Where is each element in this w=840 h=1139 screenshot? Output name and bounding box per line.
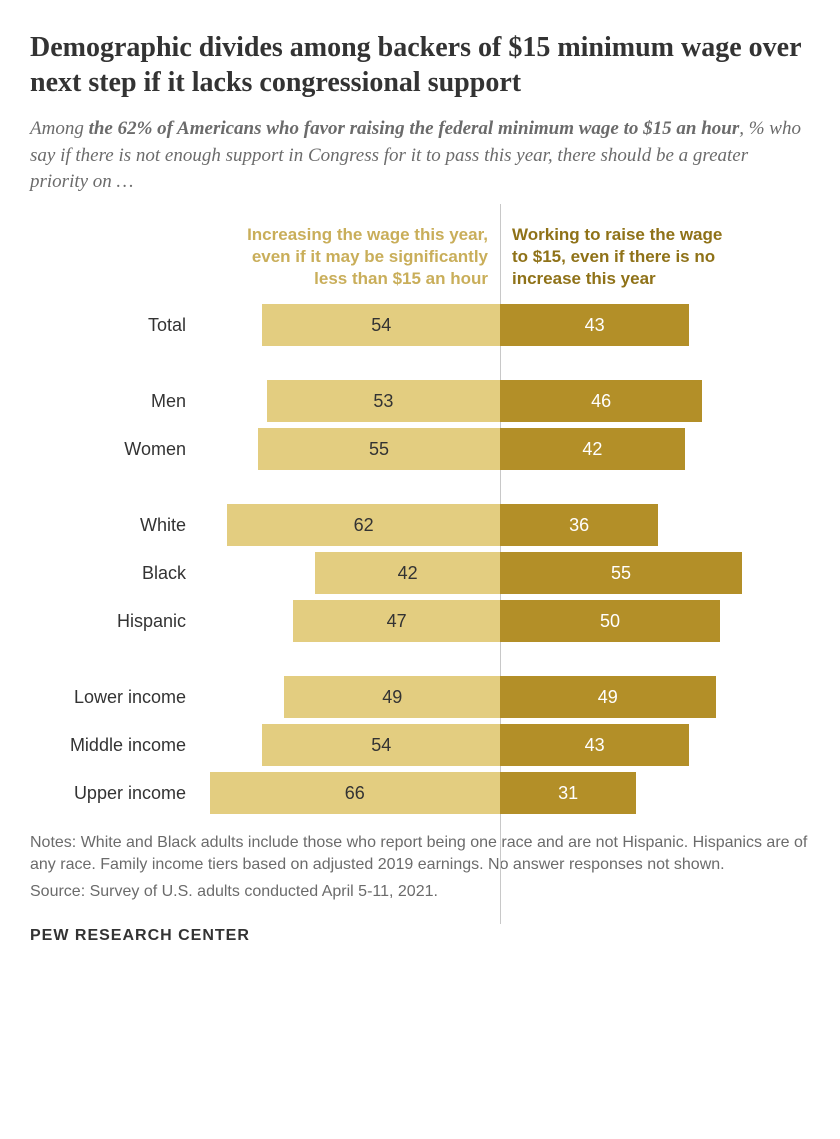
bar-right: 46 [500,380,702,422]
row-label: Hispanic [30,611,200,632]
row-label: Women [30,439,200,460]
chart-row: White6236 [30,504,810,546]
subtitle-prefix: Among [30,118,89,139]
bar-left: 53 [267,380,500,422]
row-label: Black [30,563,200,584]
legend-right: Working to raise the wageto $15, even if… [500,224,722,290]
chart-row: Black4255 [30,552,810,594]
row-bars: 6236 [200,504,810,546]
row-bars: 4949 [200,676,810,718]
row-bars: 5443 [200,304,810,346]
chart-row: Lower income4949 [30,676,810,718]
row-bars: 6631 [200,772,810,814]
bar-right: 36 [500,504,658,546]
row-label: Total [30,315,200,336]
chart-subtitle: Among the 62% of Americans who favor rai… [30,116,810,196]
row-bars: 4255 [200,552,810,594]
bar-right: 50 [500,600,720,642]
legend-left: Increasing the wage this year,even if it… [30,224,500,290]
chart-row: Middle income5443 [30,724,810,766]
chart-title: Demographic divides among backers of $15… [30,30,810,100]
bar-right: 49 [500,676,716,718]
chart-legend: Increasing the wage this year,even if it… [30,224,810,290]
bar-left: 42 [315,552,500,594]
chart-source: Source: Survey of U.S. adults conducted … [30,881,810,903]
bar-right: 43 [500,724,689,766]
chart-row: Men5346 [30,380,810,422]
subtitle-bold: the 62% of Americans who favor raising t… [89,118,740,139]
bar-right: 31 [500,772,636,814]
chart-row: Women5542 [30,428,810,470]
bar-right: 55 [500,552,742,594]
row-label: White [30,515,200,536]
footer-attribution: PEW RESEARCH CENTER [30,927,810,945]
bar-left: 54 [262,724,500,766]
row-label: Upper income [30,783,200,804]
bar-right: 42 [500,428,685,470]
row-label: Lower income [30,687,200,708]
row-bars: 5542 [200,428,810,470]
chart-row: Upper income6631 [30,772,810,814]
chart-row: Total5443 [30,304,810,346]
chart-notes: Notes: White and Black adults include th… [30,832,810,877]
row-bars: 5443 [200,724,810,766]
row-label: Men [30,391,200,412]
bar-left: 55 [258,428,500,470]
bar-right: 43 [500,304,689,346]
row-label: Middle income [30,735,200,756]
bar-left: 47 [293,600,500,642]
chart-area: Total5443Men5346Women5542White6236Black4… [30,304,810,814]
row-bars: 5346 [200,380,810,422]
bar-left: 49 [284,676,500,718]
bar-left: 62 [227,504,500,546]
row-bars: 4750 [200,600,810,642]
chart-row: Hispanic4750 [30,600,810,642]
bar-left: 66 [210,772,500,814]
bar-left: 54 [262,304,500,346]
